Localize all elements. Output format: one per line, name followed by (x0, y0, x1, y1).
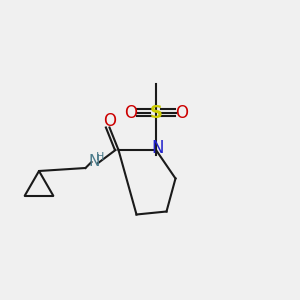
Text: H: H (96, 152, 104, 162)
Text: O: O (124, 103, 137, 122)
Text: S: S (149, 103, 163, 122)
Text: N: N (89, 154, 100, 169)
Text: O: O (175, 103, 188, 122)
Text: N: N (151, 139, 164, 157)
Text: O: O (103, 112, 116, 130)
